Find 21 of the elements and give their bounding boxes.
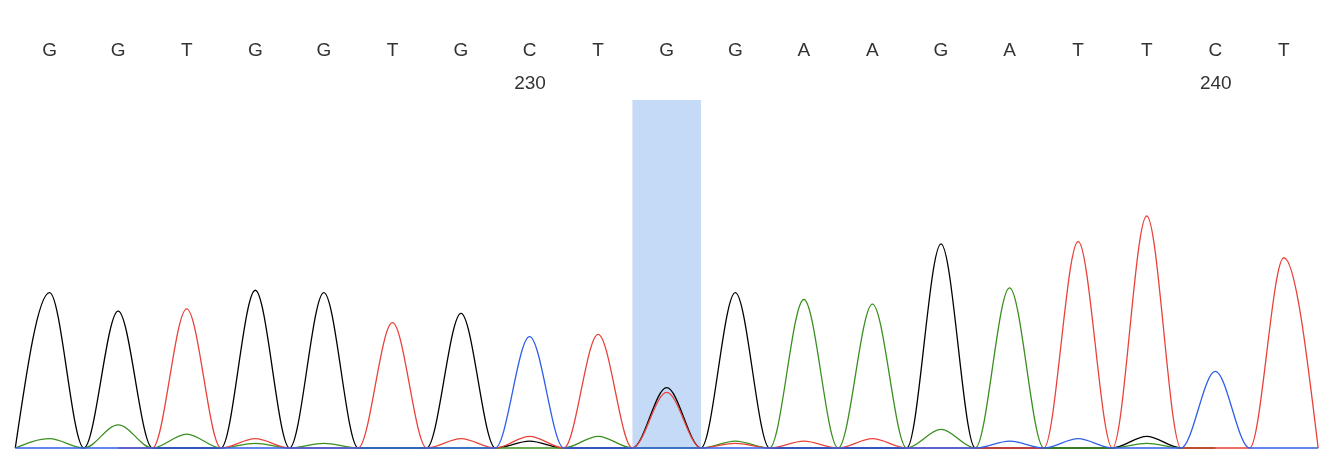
text: G [110,39,126,60]
text: T [1278,39,1291,60]
text: G [316,39,332,60]
text: A [797,39,811,60]
text: G [42,39,57,60]
text: T [386,39,399,60]
text: T [180,39,193,60]
text: G [453,39,469,60]
x-tick-label: 230 [514,71,546,93]
text: C [1208,39,1223,60]
text: C [522,39,537,60]
text: T [592,39,605,60]
text: G [247,39,263,60]
text: A [1003,39,1017,60]
text: T [1140,39,1153,60]
text: G [659,39,675,60]
x-tick-label: 240 [1199,71,1232,93]
text: G [933,39,949,60]
text: G [727,39,743,60]
text: A [866,39,880,60]
text: T [1072,39,1085,60]
